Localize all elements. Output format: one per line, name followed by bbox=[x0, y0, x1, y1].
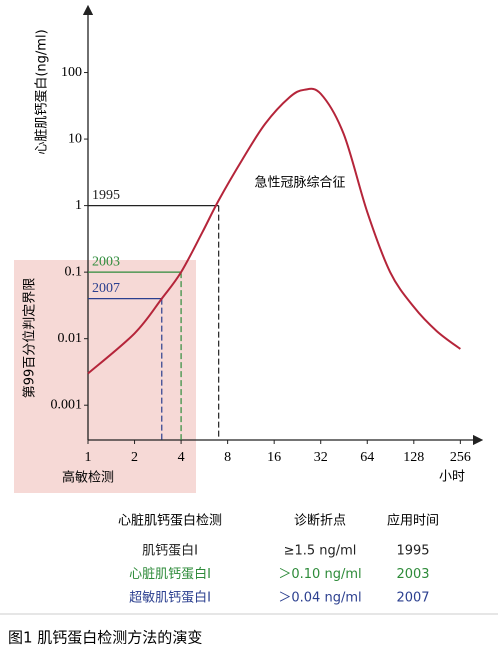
y-axis-label: 心脏肌钙蛋白(ng/ml) bbox=[34, 29, 50, 154]
table-cell: 心脏肌钙蛋白I bbox=[129, 566, 211, 582]
reference-label: 1995 bbox=[92, 188, 120, 203]
x-tick-label: 256 bbox=[450, 450, 471, 465]
x-tick-label: 2 bbox=[131, 450, 138, 465]
table-cell: ≥1.5 ng/ml bbox=[284, 544, 357, 559]
y-tick-label: 100 bbox=[61, 65, 82, 80]
table-cell: 超敏肌钙蛋白I bbox=[129, 590, 211, 606]
x-tick-label: 128 bbox=[403, 450, 424, 465]
x-tick-label: 4 bbox=[178, 450, 185, 465]
table-cell: 1995 bbox=[396, 544, 429, 559]
table-header: 诊断折点 bbox=[294, 514, 346, 529]
y-tick-label: 0.01 bbox=[58, 331, 83, 346]
table-cell: 肌钙蛋白I bbox=[142, 543, 198, 559]
table-cell: 2003 bbox=[396, 567, 429, 582]
x-axis-label: 小时 bbox=[439, 470, 465, 485]
x-tick-label: 16 bbox=[267, 450, 281, 465]
curve-label: 急性冠脉综合征 bbox=[254, 176, 345, 191]
y-tick-label: 0.001 bbox=[51, 397, 83, 412]
y-tick-label: 10 bbox=[68, 131, 82, 146]
caption: 图1 肌钙蛋白检测方法的演变 bbox=[8, 629, 202, 647]
region-sublabel: 高敏检测 bbox=[62, 470, 114, 486]
reference-label: 2003 bbox=[92, 254, 120, 269]
x-tick-label: 8 bbox=[224, 450, 231, 465]
x-tick-label: 64 bbox=[360, 450, 374, 465]
reference-label: 2007 bbox=[92, 281, 120, 296]
table-cell: ＞0.04 ng/ml bbox=[278, 591, 361, 606]
table-cell: 2007 bbox=[396, 591, 429, 606]
x-tick-label: 32 bbox=[314, 450, 328, 465]
table-cell: ＞0.10 ng/ml bbox=[278, 567, 361, 582]
y-tick-label: 0.1 bbox=[65, 264, 83, 279]
x-tick-label: 1 bbox=[85, 450, 92, 465]
table-header: 应用时间 bbox=[387, 513, 439, 529]
curve bbox=[87, 87, 461, 375]
table-header: 心脏肌钙蛋白检测 bbox=[118, 513, 222, 529]
region-label: 第99百分位判定界限 bbox=[23, 278, 38, 399]
y-tick-label: 1 bbox=[75, 198, 82, 213]
